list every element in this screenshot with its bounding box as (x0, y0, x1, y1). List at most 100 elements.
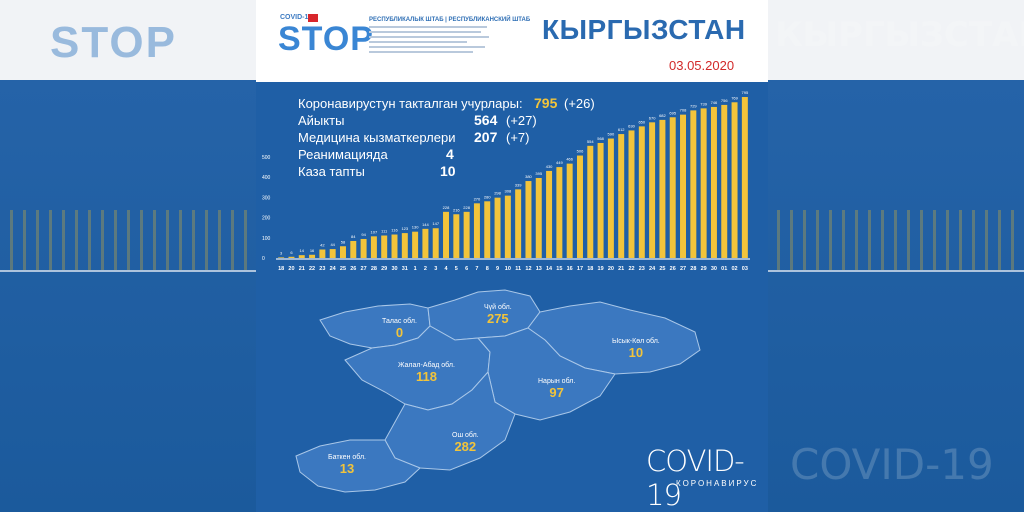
x-tick-label: 10 (505, 266, 511, 272)
bar (576, 155, 583, 258)
bar-value-label: 42 (320, 243, 325, 248)
bar (494, 197, 501, 258)
x-tick-label: 29 (381, 266, 387, 272)
x-tick-label: 27 (361, 266, 367, 272)
y-tick-label: 400 (262, 175, 271, 181)
bar (535, 178, 542, 258)
x-tick-label: 01 (721, 266, 727, 272)
background-covid-ghost: COVID-19 (790, 440, 994, 489)
stat-value: 207 (474, 129, 498, 145)
x-tick-label: 21 (299, 266, 305, 272)
bar-value-label: 130 (412, 225, 419, 230)
region-label-batken: Баткен обл. 13 (328, 454, 366, 476)
x-tick-label: 31 (402, 266, 408, 272)
bar-value-label: 612 (618, 127, 625, 132)
x-tick-label: 24 (649, 266, 656, 272)
bar-value-label: 339 (515, 182, 522, 187)
x-tick-label: 02 (731, 266, 737, 272)
bar-value-label: 116 (391, 228, 398, 233)
bar-value-label: 123 (401, 226, 408, 231)
bar (515, 189, 522, 258)
bar (401, 233, 408, 258)
y-tick-label: 200 (262, 216, 271, 222)
x-tick-label: 17 (577, 266, 583, 272)
region-name: Ош обл. (452, 432, 479, 439)
bar-value-label: 670 (649, 115, 656, 120)
x-tick-label: 22 (309, 266, 315, 272)
bar (710, 106, 717, 258)
stat-label: Реанимацияда (298, 147, 388, 162)
region-name: Баткен обл. (328, 454, 367, 461)
region-name: Ысык-Көл обл. (612, 338, 660, 345)
bar-value-label: 695 (669, 110, 676, 115)
bar-value-label: 395 (535, 171, 542, 176)
bar (649, 122, 656, 258)
bar (525, 181, 532, 258)
region-label-talas: Талас обл. 0 (382, 318, 417, 340)
region-value: 13 (339, 461, 355, 476)
region-name: Талас обл. (382, 318, 417, 325)
region-label-naryn: Нарын обл. 97 (538, 378, 575, 400)
bar (350, 240, 357, 258)
bar-value-label: 590 (608, 132, 615, 137)
x-tick-label: 19 (598, 266, 604, 272)
x-tick-label: 26 (670, 266, 676, 272)
x-tick-label: 24 (330, 266, 337, 272)
stat-label: Каза тапты (298, 164, 365, 179)
bar (597, 142, 604, 258)
bar-value-label: 107 (371, 229, 378, 234)
bar (721, 104, 728, 258)
bar-value-label: 729 (690, 103, 697, 108)
y-tick-label: 0 (262, 256, 265, 262)
bar (309, 254, 316, 258)
bar (484, 201, 491, 258)
bar-value-label: 466 (566, 157, 573, 162)
x-tick-label: 25 (659, 266, 665, 272)
region-label-osh: Ош обл. 282 (452, 432, 479, 454)
bar (370, 236, 377, 258)
bar (628, 130, 635, 258)
flag-icon (308, 14, 318, 22)
x-tick-label: 8 (486, 266, 489, 272)
kyrgyzstan-map (295, 289, 701, 493)
bar-value-label: 708 (680, 108, 687, 113)
bar-value-label: 280 (484, 194, 491, 199)
bar (412, 231, 419, 258)
bar-value-label: 506 (577, 149, 584, 154)
stat-label: Коронавирустун такталган учурлары: (298, 96, 523, 111)
bar (680, 114, 687, 258)
bar (339, 246, 346, 258)
stat-delta: (+27) (506, 113, 537, 128)
bar-value-label: 795 (742, 90, 749, 95)
bar (463, 211, 470, 258)
x-tick-label: 18 (587, 266, 593, 272)
x-tick-label: 30 (711, 266, 717, 272)
x-tick-label: 12 (525, 266, 531, 272)
x-tick-label: 18 (278, 266, 284, 272)
x-tick-label: 11 (515, 266, 521, 272)
card-header: COVID-19 STOP РЕСПУБЛИКАЛЫК ШТАБ | РЕСПУ… (256, 0, 768, 82)
bar-value-label: 3 (280, 250, 283, 255)
bar-value-label: 58 (341, 239, 346, 244)
bar-value-label: 554 (587, 139, 594, 144)
x-tick-label: 26 (350, 266, 356, 272)
covid-title: COVID-19 (646, 444, 745, 512)
stat-value: 4 (446, 146, 454, 162)
stat-delta: (+26) (564, 96, 595, 111)
bar-value-label: 144 (422, 222, 429, 227)
bar-value-label: 380 (525, 174, 532, 179)
logo-stop: STOP (278, 20, 374, 58)
stat-delta: (+7) (506, 130, 530, 145)
y-tick-label: 300 (262, 195, 271, 201)
bar-value-label: 449 (556, 160, 563, 165)
logo-fine-print (369, 26, 489, 56)
stat-label: Медицина кызматкерлери (298, 130, 456, 145)
bar-value-label: 111 (381, 229, 388, 234)
x-tick-label: 23 (319, 266, 325, 272)
x-tick-label: 21 (618, 266, 624, 272)
y-tick-label: 100 (262, 236, 271, 242)
region-batken-shape (295, 439, 421, 493)
bar-value-label: 228 (443, 205, 450, 210)
x-tick-label: 25 (340, 266, 346, 272)
region-value: 97 (549, 385, 564, 400)
